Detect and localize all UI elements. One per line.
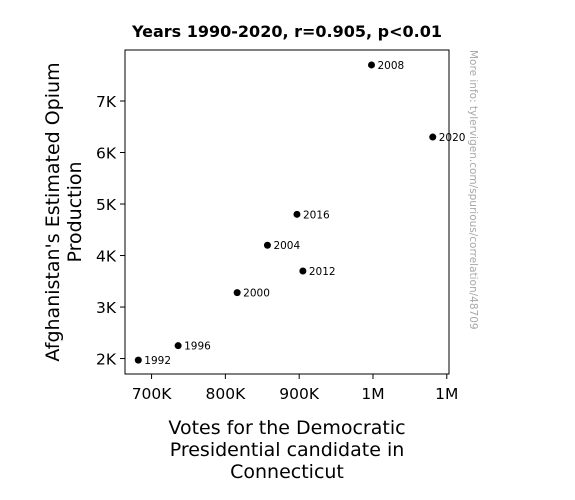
x-tick-label: 700K xyxy=(132,385,173,403)
data-point xyxy=(299,267,307,275)
data-point xyxy=(293,210,301,218)
chart-title: Years 1990-2020, r=0.905, p<0.01 xyxy=(131,22,442,41)
y-axis-ticks: 2K 3K 4K 5K 6K 7K xyxy=(96,93,125,369)
plot-area xyxy=(124,49,450,375)
y-axis-label-line-1: Afghanistan's Estimated Opium xyxy=(42,62,64,361)
data-point xyxy=(263,241,271,249)
source-watermark: More info: tylervigen.com/spurious/corre… xyxy=(467,50,479,330)
data-point xyxy=(368,61,376,69)
point-label: 2012 xyxy=(309,266,336,278)
y-tick-label: 7K xyxy=(96,93,117,111)
y-axis-label: Afghanistan's Estimated Opium Production xyxy=(42,62,86,361)
data-point xyxy=(233,289,241,297)
x-tick-label: 1M xyxy=(361,385,384,403)
data-point xyxy=(174,342,182,350)
point-label: 1992 xyxy=(144,355,171,367)
y-tick-label: 6K xyxy=(96,145,117,163)
data-point xyxy=(429,133,437,141)
x-axis-ticks: 700K 800K 900K 1M 1M xyxy=(132,374,458,403)
point-label: 1996 xyxy=(184,341,211,353)
x-axis-label-line-1: Votes for the Democratic xyxy=(168,417,405,439)
data-point xyxy=(134,356,142,364)
data-points: 1992 1996 2000 2004 2008 2012 2016 2020 xyxy=(134,60,466,367)
y-tick-label: 3K xyxy=(96,299,117,317)
y-axis-label-line-2: Production xyxy=(64,161,86,262)
point-label: 2016 xyxy=(303,209,330,221)
x-tick-label: 1M xyxy=(435,385,458,403)
y-tick-label: 4K xyxy=(96,248,117,266)
x-axis-label-line-2: Presidential candidate in xyxy=(170,439,405,461)
y-tick-label: 5K xyxy=(96,196,117,214)
point-label: 2008 xyxy=(378,60,405,72)
y-tick-label: 2K xyxy=(96,351,117,369)
point-label: 2020 xyxy=(439,132,466,144)
point-label: 2004 xyxy=(273,240,300,252)
x-tick-label: 900K xyxy=(279,385,320,403)
x-tick-label: 800K xyxy=(205,385,246,403)
point-label: 2000 xyxy=(243,288,270,300)
x-axis-label-line-3: Connecticut xyxy=(230,461,344,483)
x-axis-label: Votes for the Democratic Presidential ca… xyxy=(168,417,405,483)
